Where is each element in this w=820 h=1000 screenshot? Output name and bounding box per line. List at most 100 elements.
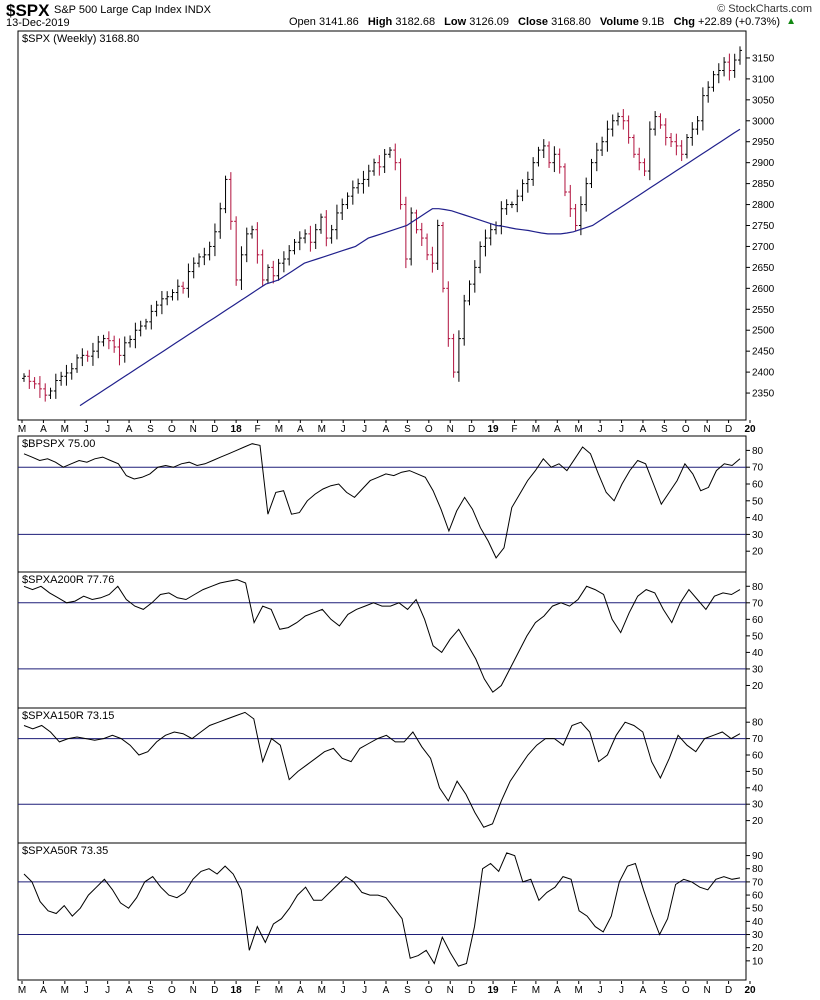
x-axis-label: J	[105, 424, 110, 435]
price-bar	[319, 213, 324, 234]
price-bar	[738, 46, 742, 65]
price-bar	[212, 223, 217, 257]
x-axis-label: A	[40, 985, 47, 996]
price-bar	[663, 118, 668, 146]
price-bar	[472, 260, 477, 293]
panel-frame	[17, 571, 747, 709]
price-bar	[695, 116, 700, 135]
price-bar	[446, 281, 451, 347]
high-value: 3182.68	[395, 16, 436, 28]
price-bar	[669, 133, 674, 148]
chart-date: 13-Dec-2019	[6, 17, 70, 29]
x-axis-label: 20	[744, 985, 756, 996]
price-bar	[393, 143, 398, 171]
y-tick-label: 20	[752, 681, 764, 692]
price-bar	[297, 231, 302, 251]
price-bar	[59, 371, 64, 386]
price-bar	[106, 331, 111, 350]
y-tick-label: 2400	[752, 368, 775, 379]
y-tick-label: 2600	[752, 284, 775, 295]
price-bar	[239, 246, 244, 290]
y-tick-label: 2350	[752, 389, 775, 400]
price-bar	[149, 304, 154, 330]
x-axis-label: O	[425, 985, 433, 996]
x-axis-label: 19	[487, 424, 499, 435]
price-bar	[250, 225, 255, 239]
price-bar	[722, 57, 727, 77]
low-value: 3126.09	[469, 16, 509, 28]
price-bar	[552, 146, 557, 173]
x-axis-label: J	[598, 985, 603, 996]
price-bar	[637, 147, 642, 171]
y-tick-label: 2850	[752, 179, 775, 190]
y-tick-label: 30	[752, 664, 764, 675]
price-bar	[186, 263, 191, 298]
x-axis-label: D	[211, 985, 218, 996]
y-tick-label: 80	[752, 582, 764, 593]
price-bar	[430, 246, 435, 273]
panel-frame	[17, 707, 747, 844]
x-axis-label: D	[725, 985, 732, 996]
y-tick-label: 70	[752, 598, 764, 609]
x-axis-label: M	[18, 985, 26, 996]
x-axis-label: J	[362, 985, 367, 996]
price-bar	[509, 201, 514, 209]
price-bar	[223, 175, 228, 214]
price-bar	[409, 207, 414, 266]
x-axis-label: F	[254, 985, 260, 996]
x-axis-label: A	[297, 424, 304, 435]
price-bar	[711, 70, 716, 92]
price-bar	[69, 362, 74, 380]
y-tick-label: 2750	[752, 221, 775, 232]
breadth-line	[23, 711, 741, 828]
x-axis-label: J	[362, 424, 367, 435]
price-bar	[589, 158, 594, 189]
y-tick-label: 90	[752, 851, 764, 862]
panel-title: $BPSPX 75.00	[22, 438, 95, 450]
price-bar	[22, 373, 26, 382]
x-axis-label: A	[554, 985, 561, 996]
x-axis-label: A	[126, 985, 133, 996]
x-axis-label: J	[619, 424, 624, 435]
price-bar	[128, 335, 133, 348]
price-bar	[138, 320, 143, 337]
price-bar	[37, 376, 42, 398]
price-bar	[562, 163, 567, 197]
price-bar	[207, 241, 212, 261]
x-axis-label: A	[126, 424, 133, 435]
y-tick-label: 20	[752, 816, 764, 827]
y-tick-label: 40	[752, 648, 764, 659]
volume-value: 9.1B	[641, 16, 665, 28]
y-tick-label: 20	[752, 547, 764, 558]
price-bar	[674, 133, 679, 156]
chg-value: +22.89 (+0.73%)	[698, 16, 780, 28]
price-bar	[547, 141, 552, 168]
y-tick-label: 3100	[752, 74, 775, 85]
price-bar	[647, 121, 652, 181]
price-bar	[244, 227, 249, 263]
price-bar	[642, 158, 647, 177]
price-bar	[483, 229, 488, 257]
panel-frame	[17, 842, 747, 981]
x-axis-label: N	[704, 424, 711, 435]
chg-label: Chg	[673, 16, 695, 28]
price-bar	[75, 354, 80, 373]
y-tick-label: 20	[752, 943, 764, 954]
price-bar	[700, 87, 705, 131]
price-bar	[372, 158, 377, 176]
x-axis-label: J	[84, 424, 89, 435]
price-bar	[716, 63, 721, 84]
x-axis-label: J	[105, 985, 110, 996]
price-bar	[504, 199, 509, 215]
price-bar	[520, 179, 525, 202]
x-axis-label: 19	[487, 985, 499, 996]
price-bar	[356, 178, 361, 194]
x-axis-label: S	[147, 424, 154, 435]
price-bar	[313, 223, 318, 249]
x-axis-label: N	[447, 424, 454, 435]
price-bar	[117, 338, 122, 366]
price-bar	[143, 318, 148, 330]
stockcharts-brand[interactable]: © StockCharts.com	[717, 3, 812, 15]
price-bar	[181, 281, 186, 294]
y-tick-label: 80	[752, 446, 764, 457]
